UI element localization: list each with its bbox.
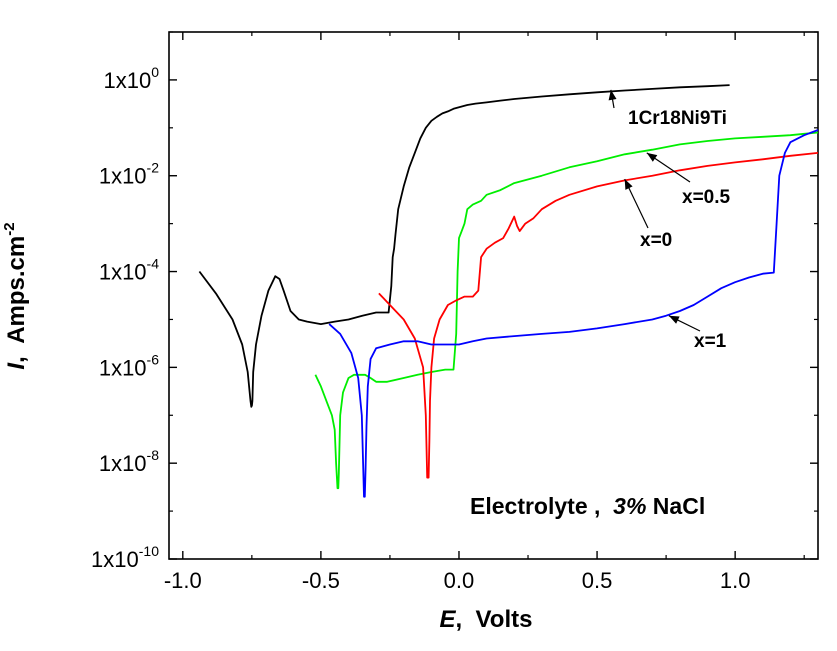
axis-ticks — [169, 31, 818, 560]
annotation-layer: 1Cr18Ni9Ti x=0.5 x=0 x=1 — [608, 89, 731, 352]
y-tick-label: 1x10-2 — [99, 160, 159, 189]
x-axis-unit: , Volts — [456, 606, 533, 633]
arrowhead-x-1 — [668, 315, 680, 324]
annotation-label-1cr18ni9ti: 1Cr18Ni9Ti — [628, 108, 727, 129]
tick-labels: -1.0 -0.5 0.0 0.5 1.0 1x100 1x10-2 1x10-4 1x10-6… — [91, 64, 750, 593]
x-tick-label: 0.5 — [582, 568, 613, 593]
y-tick-label: 1x100 — [103, 64, 159, 93]
series-line-x-1 — [328, 129, 818, 498]
y-axis-unit-exponent: -2 — [1, 222, 18, 235]
electrolyte-label: Electrolyte , 3% NaCl — [470, 493, 705, 519]
arrowhead-x-0 — [624, 179, 633, 190]
plot-frame — [168, 31, 819, 560]
y-tick-label: 1x10-6 — [99, 351, 159, 380]
arrowhead-x-0-5 — [646, 152, 658, 162]
series-line-x-0 — [378, 152, 818, 479]
y-tick-label: 1x10-4 — [99, 256, 159, 285]
electrolyte-label-tail: NaCl — [646, 493, 705, 519]
arrowhead-1cr18ni9ti — [608, 89, 617, 101]
y-tick-label: 1x10-8 — [99, 447, 159, 476]
series-layer — [198, 84, 818, 498]
y-axis-title: I, Amps.cm-2 — [1, 222, 30, 369]
series-line-1cr18ni9ti — [198, 84, 730, 408]
annotation-label-x-0: x=0 — [640, 230, 672, 251]
electrolyte-label-percent: 3% — [613, 493, 646, 519]
annotation-label-x-0-5: x=0.5 — [682, 187, 731, 208]
y-axis-symbol: I — [3, 362, 30, 370]
x-tick-label: -1.0 — [164, 568, 202, 593]
x-tick-label: 1.0 — [720, 568, 751, 593]
annotation-label-x-1: x=1 — [694, 331, 727, 352]
series-line-x-0-5 — [314, 131, 818, 490]
x-axis-symbol: E — [440, 606, 457, 633]
x-tick-label: -0.5 — [302, 568, 340, 593]
y-axis-unit: , Amps.cm — [3, 236, 30, 363]
y-tick-label: 1x10-10 — [91, 543, 159, 572]
electrolyte-label-main: Electrolyte , — [470, 493, 613, 519]
x-tick-label: 0.0 — [444, 568, 475, 593]
x-axis-title: E, Volts — [440, 606, 533, 633]
